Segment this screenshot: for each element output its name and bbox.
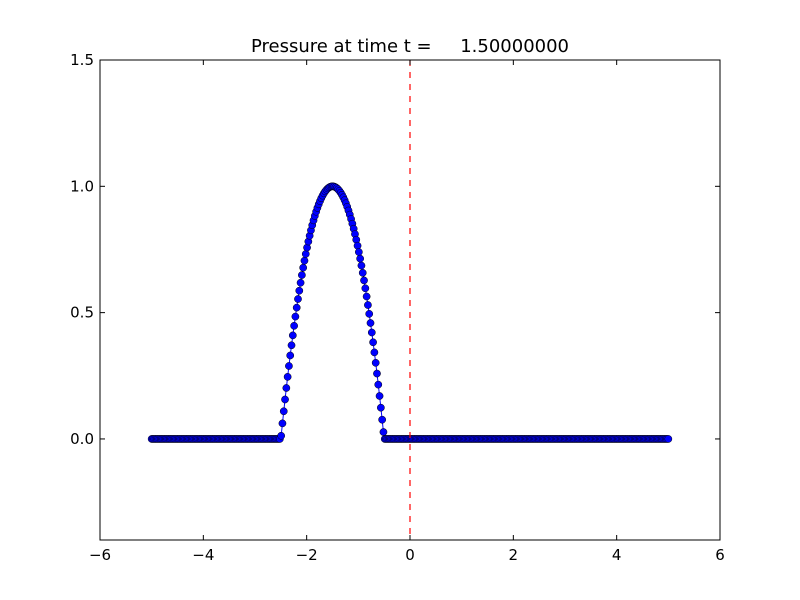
y-tick-label: 0.0 xyxy=(70,430,94,448)
data-point xyxy=(285,362,293,370)
x-tick-label: 6 xyxy=(715,546,725,564)
data-point xyxy=(296,278,305,287)
data-point xyxy=(298,271,306,279)
data-point xyxy=(286,351,295,360)
data-point xyxy=(300,256,309,265)
data-point xyxy=(378,415,387,424)
x-tick-label: 4 xyxy=(612,546,622,564)
data-point xyxy=(356,254,364,263)
data-point xyxy=(366,319,375,327)
data-point xyxy=(664,435,673,443)
data-point xyxy=(365,310,374,318)
data-point xyxy=(358,268,367,277)
data-point xyxy=(357,261,366,270)
data-point xyxy=(375,392,384,400)
data-point xyxy=(294,295,302,303)
data-point xyxy=(277,431,286,440)
data-point xyxy=(367,328,376,337)
x-tick-label: −2 xyxy=(296,546,318,564)
y-tick-label: 1.0 xyxy=(70,177,94,195)
data-point xyxy=(295,286,304,295)
data-point xyxy=(278,419,287,428)
data-point xyxy=(291,312,300,321)
data-point xyxy=(279,407,288,416)
data-point xyxy=(299,263,308,272)
data-point xyxy=(287,341,296,350)
data-point xyxy=(361,284,370,293)
axis-ticks: −6 −4 −2 0 2 4 6 0.0 0.5 1.0 1.5 xyxy=(70,51,725,564)
x-tick-label: −6 xyxy=(89,546,111,564)
chart-title: Pressure at time t = 1.50000000 xyxy=(251,36,569,57)
data-point xyxy=(374,380,383,389)
data-point xyxy=(360,276,368,285)
plot-area xyxy=(147,60,673,540)
data-point xyxy=(353,241,362,250)
x-tick-label: 0 xyxy=(405,546,415,564)
y-tick-label: 0.5 xyxy=(70,304,94,322)
data-point xyxy=(373,369,381,378)
data-point xyxy=(355,248,363,256)
data-point xyxy=(371,358,380,367)
x-tick-label: 2 xyxy=(509,546,519,564)
data-point xyxy=(362,292,371,301)
y-tick-label: 1.5 xyxy=(70,51,94,69)
series-markers xyxy=(147,182,673,443)
data-point xyxy=(282,384,291,392)
data-point xyxy=(290,321,298,330)
data-point xyxy=(288,331,297,340)
data-point xyxy=(364,301,372,309)
data-point xyxy=(301,250,310,258)
data-point xyxy=(379,428,388,436)
x-tick-label: −4 xyxy=(192,546,214,564)
data-point xyxy=(377,403,385,412)
data-point xyxy=(281,395,289,404)
data-point xyxy=(370,348,379,357)
data-point xyxy=(283,372,292,381)
data-point xyxy=(292,303,301,312)
data-point xyxy=(369,338,377,347)
